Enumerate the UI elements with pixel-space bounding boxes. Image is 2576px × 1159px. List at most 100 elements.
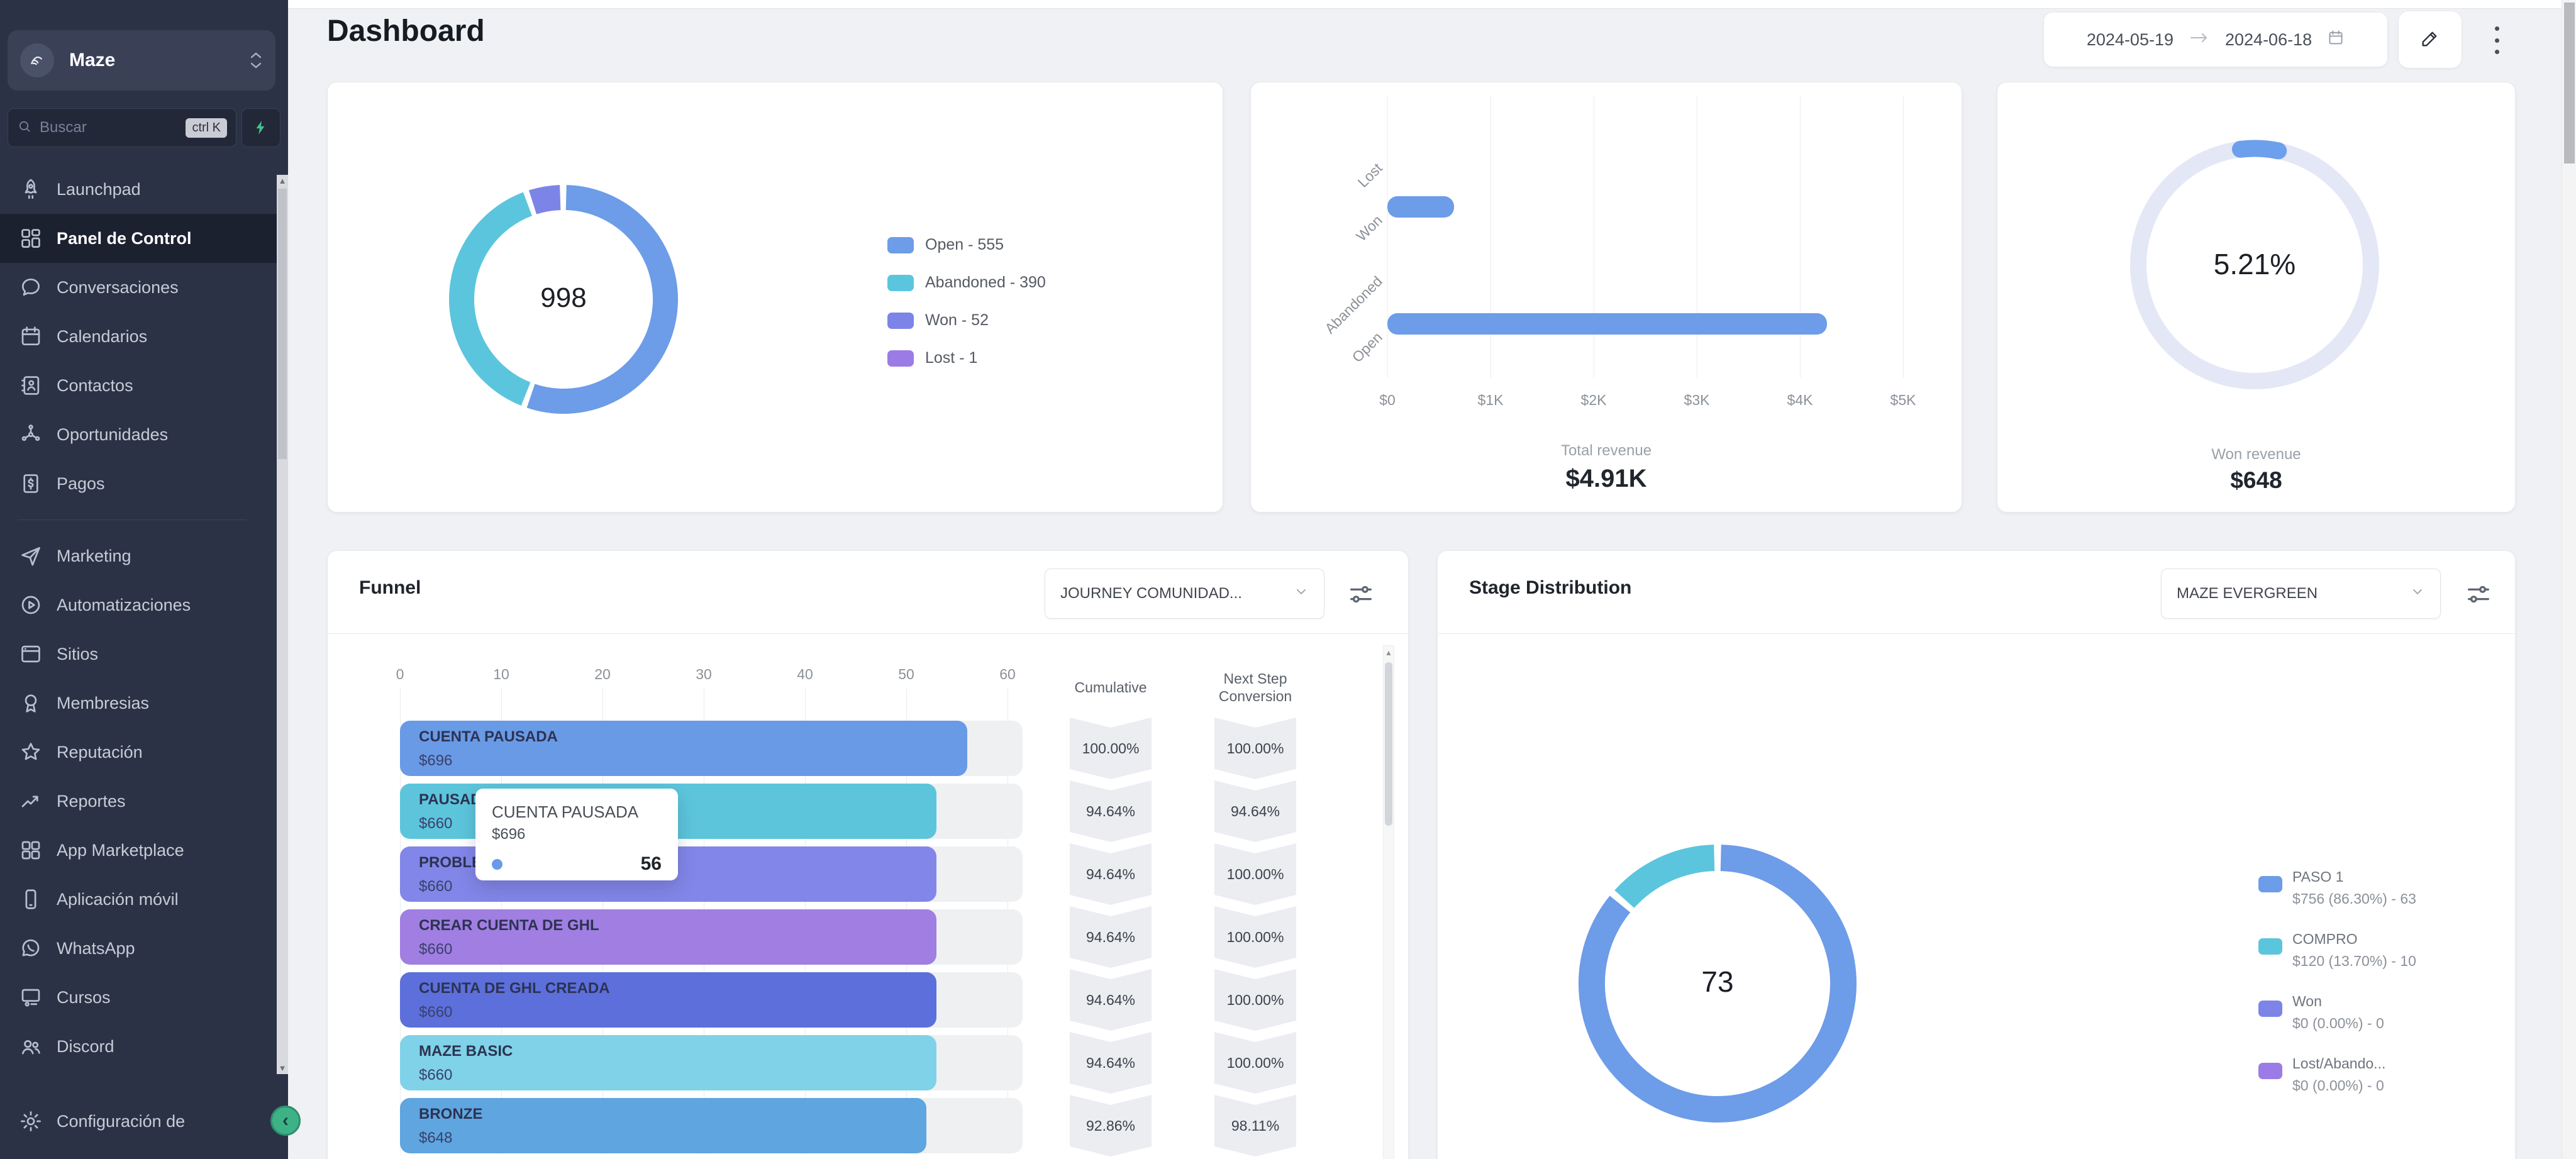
- sidebar-item-launchpad[interactable]: Launchpad: [0, 165, 277, 214]
- revenue-bar-chart: $0 $1K $2K $3K $4K $5K Lost Won Abandoned Open: [1251, 82, 1962, 512]
- funnel-cumulative-value: 100.00%: [1070, 718, 1152, 779]
- users-icon: [19, 1034, 43, 1058]
- total-revenue-value: $4.91K: [1565, 465, 1647, 492]
- edit-dashboard-button[interactable]: [2399, 11, 2462, 68]
- next-step-header-line1: Next Step: [1223, 670, 1287, 687]
- legend-item[interactable]: Won - 52: [887, 311, 989, 330]
- sidebar-collapse-button[interactable]: ‹: [270, 1106, 301, 1136]
- legend-item[interactable]: Won $0 (0.00%) - 0: [2258, 993, 2384, 1032]
- legend-item[interactable]: COMPRO $120 (13.70%) - 10: [2258, 931, 2416, 970]
- legend-item[interactable]: Lost - 1: [887, 349, 977, 367]
- main-content: Dashboard 2024-05-19 2024-06-18 998 Open…: [288, 0, 2576, 1159]
- more-options-button[interactable]: [2484, 23, 2509, 58]
- sidebar-item-reportes[interactable]: Reportes: [0, 777, 277, 826]
- sidebar-item-settings[interactable]: Configuración de: [0, 1095, 288, 1147]
- sidebar-scroll-down-icon[interactable]: ▼: [278, 1063, 287, 1073]
- page-scrollbar[interactable]: [2562, 0, 2576, 1159]
- calendar-icon: [2327, 29, 2345, 51]
- date-to[interactable]: 2024-06-18: [2225, 30, 2312, 49]
- sidebar-item-marketing[interactable]: Marketing: [0, 531, 277, 580]
- total-revenue-label: Total revenue: [1560, 442, 1652, 459]
- funnel-stage-name: CREAR CUENTA DE GHL: [419, 917, 599, 934]
- gridline: [1387, 96, 1388, 378]
- next-step-header-line2: Conversion: [1218, 688, 1292, 704]
- sidebar-item-panel-de-control[interactable]: Panel de Control: [0, 214, 277, 263]
- sidebar-item-label: Reportes: [57, 791, 126, 811]
- workspace-expand-icon[interactable]: [249, 51, 263, 70]
- legend-item[interactable]: Open - 555: [887, 236, 1004, 254]
- sidebar-item-reputacion[interactable]: Reputación: [0, 728, 277, 777]
- funnel-bar[interactable]: [400, 1098, 927, 1153]
- sidebar-item-label: Discord: [57, 1036, 114, 1056]
- sidebar-search-row: Buscar ctrl K: [8, 108, 280, 147]
- funnel-stage-name: CUENTA DE GHL CREADA: [419, 980, 610, 997]
- quick-actions-button[interactable]: [242, 108, 280, 147]
- legend-item[interactable]: Lost/Abando... $0 (0.00%) - 0: [2258, 1055, 2385, 1094]
- legend-label: Lost - 1: [925, 349, 978, 367]
- sidebar-item-whatsapp[interactable]: WhatsApp: [0, 924, 277, 973]
- sidebar-item-contactos[interactable]: Contactos: [0, 361, 277, 410]
- funnel-axis-label: 40: [797, 666, 813, 682]
- stage-pipeline-select[interactable]: MAZE EVERGREEN: [2161, 568, 2441, 619]
- sidebar-item-label: Cursos: [57, 987, 111, 1007]
- sidebar-item-label: App Marketplace: [57, 840, 184, 860]
- chevron-down-icon: [1294, 584, 1309, 604]
- workspace-name: Maze: [69, 50, 116, 70]
- date-range-picker[interactable]: 2024-05-19 2024-06-18: [2044, 13, 2387, 67]
- sidebar-item-automatizaciones[interactable]: Automatizaciones: [0, 580, 277, 629]
- sidebar-scroll-up-icon[interactable]: ▲: [278, 176, 287, 186]
- funnel-pipeline-select[interactable]: JOURNEY COMUNIDAD...: [1045, 568, 1324, 619]
- sidebar-item-cursos[interactable]: Cursos: [0, 973, 277, 1022]
- funnel-bar[interactable]: [400, 1035, 937, 1090]
- workspace-switcher[interactable]: Maze: [8, 30, 275, 91]
- funnel-stage-amount: $660: [419, 1004, 453, 1021]
- legend-color-chip: [2258, 1063, 2282, 1079]
- sidebar-item-membresias[interactable]: Membresias: [0, 679, 277, 728]
- sidebar-item-pagos[interactable]: Pagos: [0, 459, 277, 508]
- funnel-bar[interactable]: [400, 721, 967, 776]
- funnel-next-step-value: 100.00%: [1214, 718, 1296, 779]
- legend-label: PASO 1: [2292, 868, 2344, 885]
- sidebar-item-label: Pagos: [57, 474, 105, 493]
- legend-item[interactable]: PASO 1 $756 (86.30%) - 63: [2258, 868, 2416, 907]
- network-icon: [19, 423, 43, 446]
- legend-item[interactable]: Abandoned - 390: [887, 274, 1046, 292]
- funnel-axis-label: 60: [999, 666, 1016, 682]
- funnel-stage-name: PROBLE: [419, 854, 482, 871]
- funnel-scrollbar-thumb[interactable]: [1385, 662, 1392, 826]
- funnel-bar[interactable]: [400, 972, 937, 1028]
- divider: [1438, 633, 2515, 634]
- sidebar-item-calendarios[interactable]: Calendarios: [0, 312, 277, 361]
- sidebar-item-label: Contactos: [57, 375, 133, 395]
- sidebar-item-sitios[interactable]: Sitios: [0, 629, 277, 679]
- funnel-scroll-up-icon[interactable]: ▲: [1385, 648, 1392, 657]
- stage-filter-icon[interactable]: [2464, 580, 2493, 609]
- page-scrollbar-thumb[interactable]: [2564, 3, 2575, 164]
- sidebar-item-app-marketplace[interactable]: App Marketplace: [0, 826, 277, 875]
- tooltip-series-dot: [492, 858, 502, 870]
- sidebar-item-conversaciones[interactable]: Conversaciones: [0, 263, 277, 312]
- date-from[interactable]: 2024-05-19: [2086, 30, 2174, 49]
- funnel-next-step-value: 100.00%: [1214, 843, 1296, 905]
- legend-color-chip: [887, 312, 914, 329]
- sidebar-item-aplicacion-movil[interactable]: Aplicación móvil: [0, 875, 277, 924]
- bar-won[interactable]: [1387, 196, 1455, 218]
- funnel-filter-icon[interactable]: [1346, 580, 1375, 609]
- bar-open[interactable]: [1387, 313, 1827, 335]
- funnel-scrollbar[interactable]: ▲: [1383, 645, 1394, 1159]
- funnel-stage-amount: $648: [419, 1129, 453, 1146]
- sidebar-scrollbar-thumb[interactable]: [278, 189, 287, 459]
- funnel-stage-name: MAZE BASIC: [419, 1043, 513, 1060]
- sidebar-item-label: Membresias: [57, 693, 150, 713]
- sidebar-item-label: Conversaciones: [57, 277, 179, 297]
- search-input[interactable]: Buscar ctrl K: [8, 108, 236, 147]
- legend-label: Won - 52: [925, 311, 989, 329]
- sidebar-scrollbar[interactable]: ▲ ▼: [277, 175, 288, 1074]
- sidebar-item-discord[interactable]: Discord: [0, 1022, 277, 1071]
- funnel-stage-amount: $696: [419, 752, 453, 769]
- legend-label: Abandoned - 390: [925, 274, 1046, 291]
- funnel-bar[interactable]: [400, 909, 937, 965]
- sidebar-item-oportunidades[interactable]: Oportunidades: [0, 410, 277, 459]
- sidebar-item-label: Calendarios: [57, 326, 148, 346]
